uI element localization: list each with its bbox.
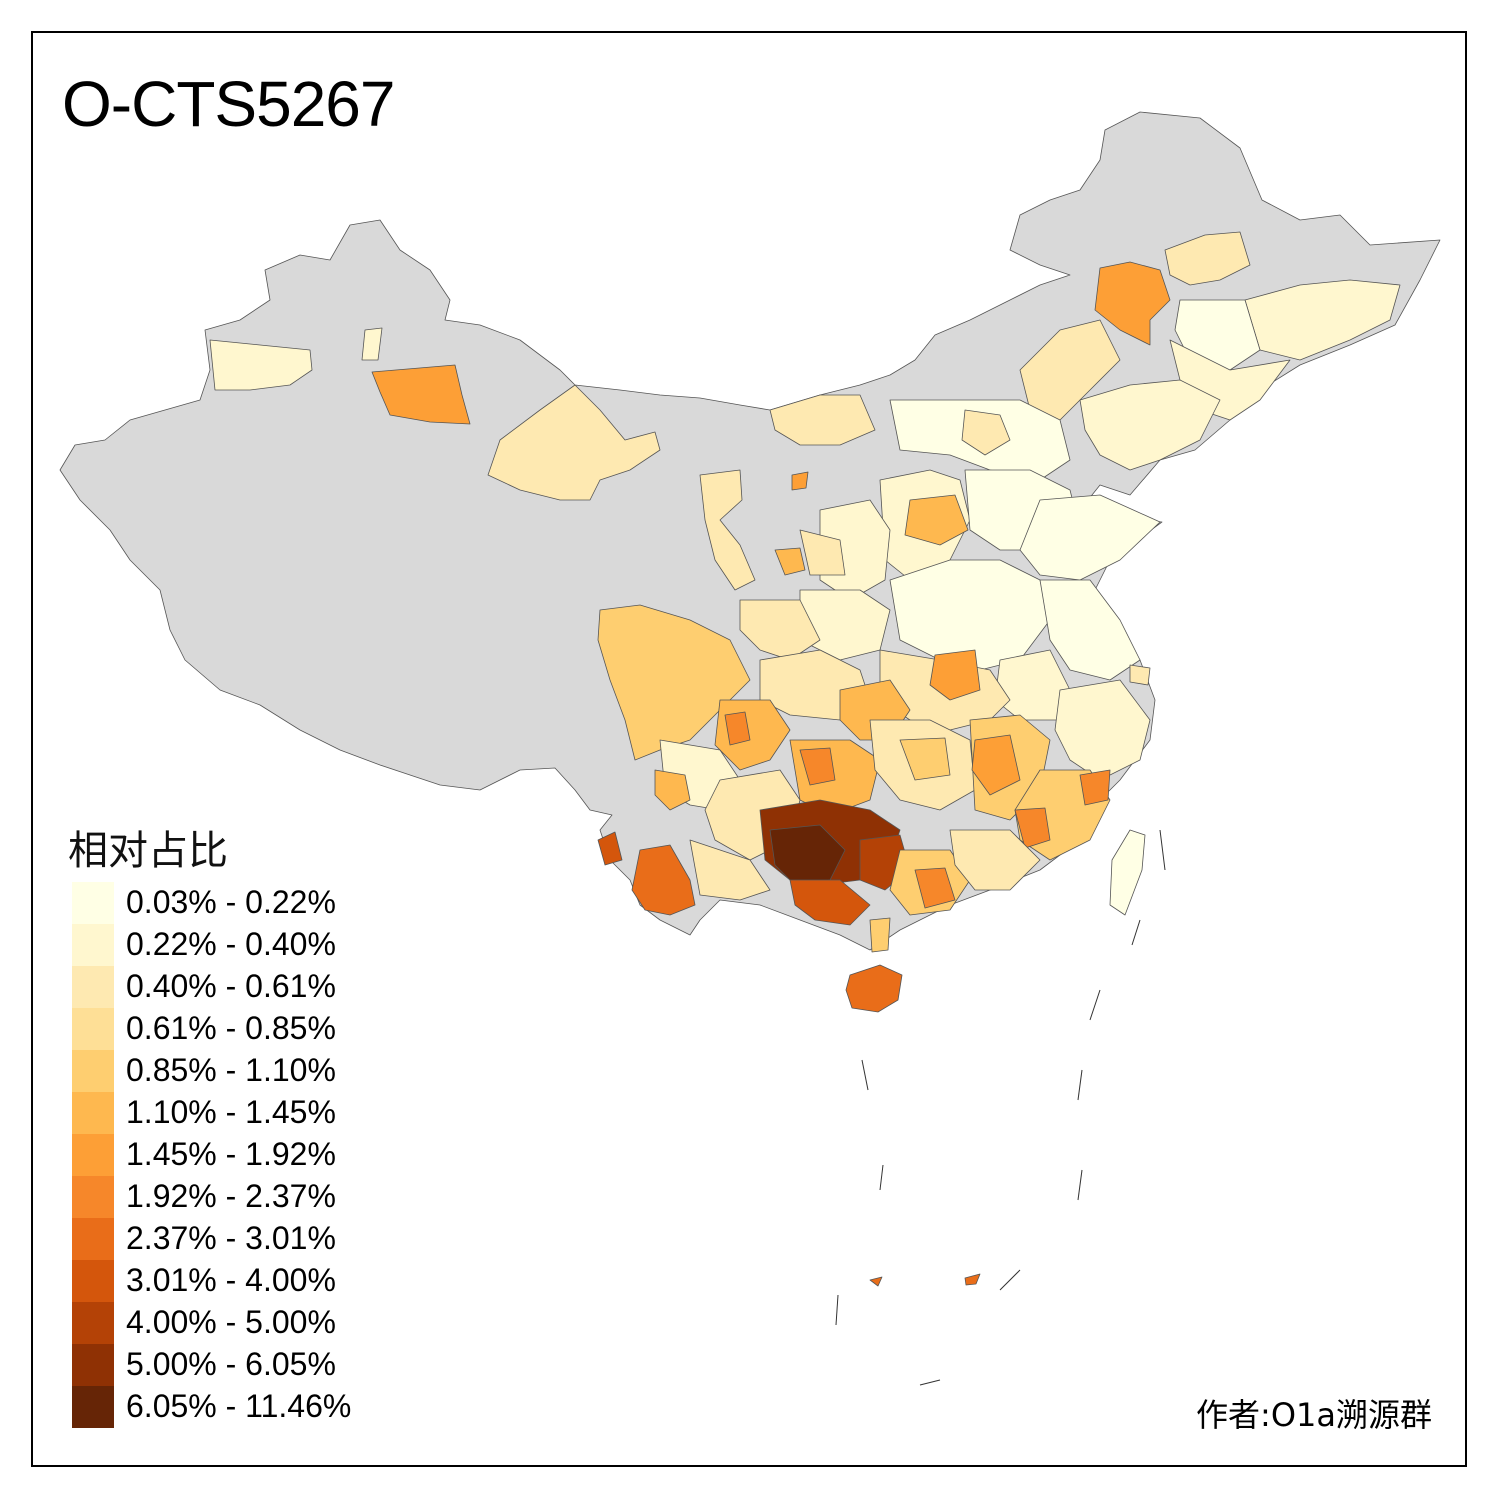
region-fujian-coast (1079, 769, 1111, 806)
legend-swatch (72, 1092, 114, 1134)
region-guangdong-mid (914, 867, 956, 909)
region-hulunbuir (1094, 261, 1171, 346)
region-guangdong-e (949, 829, 1041, 891)
legend-label: 5.00% - 6.05% (126, 1346, 336, 1382)
legend-label: 0.85% - 1.10% (126, 1052, 336, 1088)
region-baotou (791, 471, 809, 491)
region-sichuan-w (597, 604, 751, 761)
region-yili (209, 339, 313, 391)
region-urumqi (371, 364, 471, 425)
legend-label: 1.92% - 2.37% (126, 1178, 336, 1214)
legend-swatch (72, 1050, 114, 1092)
region-yunnan-s (689, 839, 771, 901)
region-beijing (961, 409, 1011, 456)
legend-label: 0.03% - 0.22% (126, 884, 336, 920)
region-island-1 (869, 1276, 883, 1287)
region-shanghai (1129, 664, 1151, 686)
legend-title: 相对占比 (68, 828, 228, 874)
region-yunnan-w (597, 831, 623, 866)
legend-swatch (72, 882, 114, 924)
region-yunnan-nw (654, 769, 691, 811)
south-sea-dashes (835, 829, 1166, 1386)
region-jiangxi-mid (971, 734, 1021, 796)
region-shandong (1019, 494, 1161, 581)
legend-swatch (72, 1386, 114, 1428)
legend-label: 0.40% - 0.61% (126, 968, 336, 1004)
region-zhejiang (1054, 679, 1151, 781)
legend-swatch (72, 1134, 114, 1176)
region-taiwan (1109, 829, 1146, 916)
region-guangxi-s (789, 879, 871, 926)
legend-swatch (72, 1260, 114, 1302)
region-hami (487, 384, 661, 501)
legend-label: 1.10% - 1.45% (126, 1094, 336, 1130)
legend-label: 6.05% - 11.46% (126, 1388, 352, 1424)
legend-swatch (72, 1302, 114, 1344)
region-shanxi-mid (904, 494, 969, 546)
region-heilongjiang-e (1244, 279, 1401, 361)
region-liaoning (1079, 379, 1221, 471)
legend-swatch (72, 1008, 114, 1050)
region-inner-mongolia-w (769, 394, 876, 446)
region-yunnan-sw (631, 844, 696, 916)
legend-swatch (72, 966, 114, 1008)
region-ningxia-s (774, 547, 806, 576)
region-henan (889, 559, 1051, 671)
region-leizhou (869, 917, 891, 953)
region-hunan-mid (899, 737, 951, 781)
region-hubei-mid (929, 649, 981, 701)
region-karamay (361, 327, 383, 361)
legend-swatch (72, 1176, 114, 1218)
legend-swatch (72, 1344, 114, 1386)
legend-swatch (72, 924, 114, 966)
region-guizhou-c (799, 747, 836, 786)
map-title: O-CTS5267 (62, 68, 395, 140)
legend-label: 3.01% - 4.00% (126, 1262, 336, 1298)
legend-label: 2.37% - 3.01% (126, 1220, 336, 1256)
region-island-2 (964, 1273, 981, 1286)
region-ningxia (799, 529, 846, 576)
region-jiangsu (1039, 579, 1141, 681)
legend-swatch (72, 1218, 114, 1260)
legend-label: 0.22% - 0.40% (126, 926, 336, 962)
legend-label: 4.00% - 5.00% (126, 1304, 336, 1340)
author-credit: 作者:O1a溯源群 (1196, 1396, 1432, 1434)
region-hainan (845, 964, 903, 1013)
region-leshan (724, 711, 751, 746)
legend-label: 0.61% - 0.85% (126, 1010, 336, 1046)
map-frame (31, 31, 1467, 1467)
region-fujian-s (1014, 807, 1051, 849)
region-gansu (699, 469, 756, 591)
legend-label: 1.45% - 1.92% (126, 1136, 336, 1172)
region-heilongjiang-w (1164, 231, 1251, 286)
